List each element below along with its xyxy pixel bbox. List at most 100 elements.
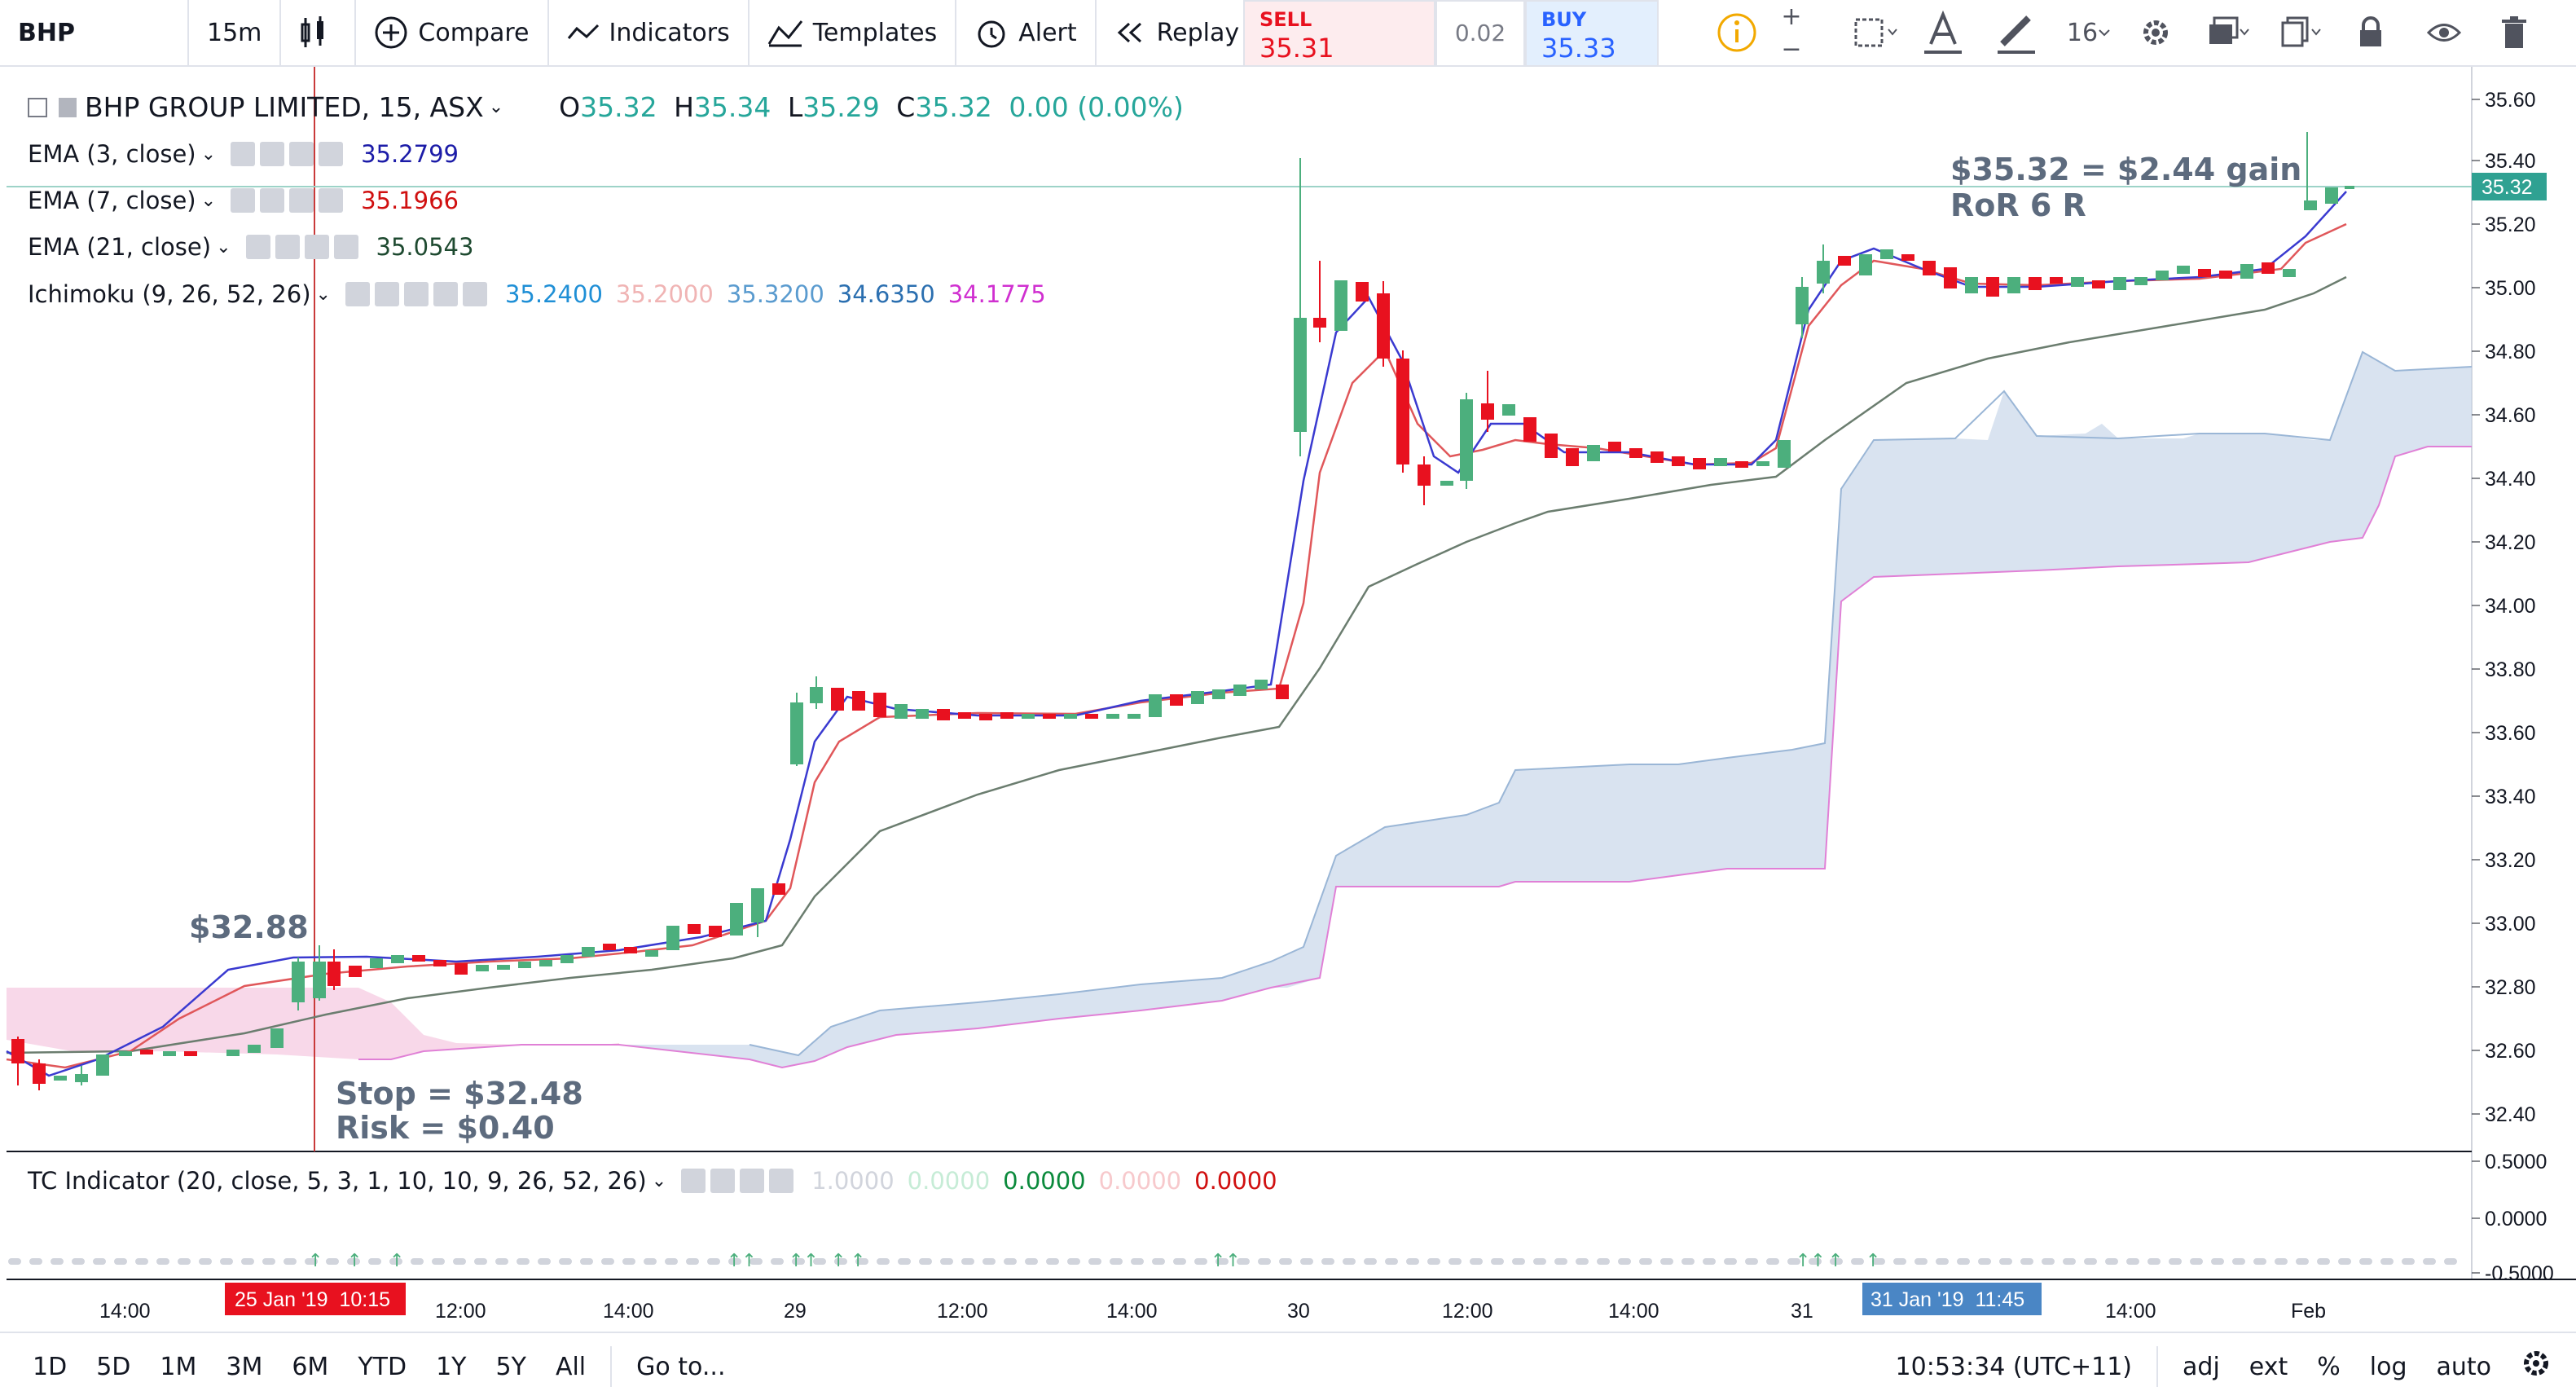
source-code-icon[interactable]	[403, 282, 429, 306]
source-code-icon[interactable]	[740, 1169, 765, 1193]
indicators-button[interactable]: Indicators	[549, 0, 750, 65]
lock-icon[interactable]	[2346, 0, 2395, 65]
interval-selector[interactable]: 15m	[189, 0, 282, 65]
plus-icon[interactable]	[433, 282, 458, 306]
range-1d[interactable]: 1D	[33, 1352, 68, 1381]
pencil-tool-icon[interactable]	[1988, 0, 2045, 65]
range-1m[interactable]: 1M	[160, 1352, 197, 1381]
gear-icon[interactable]	[710, 1169, 736, 1193]
tc-indicator-legend: TC Indicator (20, close, 5, 3, 1, 10, 10…	[28, 1167, 1277, 1195]
ema21-label[interactable]: EMA (21, close)	[28, 233, 212, 261]
ema3-label[interactable]: EMA (3, close)	[28, 140, 196, 168]
entry-price-annotation[interactable]: $32.88	[189, 909, 309, 945]
copy-icon[interactable]	[2273, 0, 2332, 65]
chevron-down-icon[interactable]: ⌄	[315, 284, 331, 305]
chevron-down-icon[interactable]: ⌄	[651, 1170, 667, 1191]
time-axis: 14:00 12:00 14:00 29 12:00 14:00 30 12:0…	[99, 1300, 2326, 1323]
risk-annotation[interactable]: Risk = $0.40	[336, 1110, 555, 1146]
close-icon[interactable]	[333, 235, 358, 259]
candlesticks	[11, 132, 2354, 1090]
range-1y[interactable]: 1Y	[436, 1352, 467, 1381]
drawing-selection-icon[interactable]	[1841, 0, 1910, 65]
chart-type-button[interactable]	[281, 0, 357, 65]
range-3m[interactable]: 3M	[226, 1352, 263, 1381]
adj-toggle[interactable]: adj	[2183, 1352, 2220, 1381]
range-all[interactable]: All	[555, 1352, 587, 1381]
ema7-label[interactable]: EMA (7, close)	[28, 187, 196, 214]
sell-button[interactable]: SELL 35.31	[1243, 0, 1435, 67]
eye-icon[interactable]	[2420, 0, 2468, 65]
plus-icon[interactable]	[289, 142, 314, 166]
range-5y[interactable]: 5Y	[495, 1352, 526, 1381]
signal-arrows: ↑ ↑ ↑ ↑↑ ↑↑ ↑ ↑ ↑↑ ↑↑ ↑ ↑	[308, 1251, 1880, 1271]
auto-toggle[interactable]: auto	[2436, 1352, 2491, 1381]
symbol-title[interactable]: BHP GROUP LIMITED, 15, ASX	[85, 91, 484, 123]
replay-button[interactable]: Replay	[1097, 0, 1257, 65]
collapse-icon[interactable]	[28, 97, 47, 117]
buy-button[interactable]: BUY 35.33	[1525, 0, 1659, 67]
ichimoku-label[interactable]: Ichimoku (9, 26, 52, 26)	[28, 280, 311, 308]
flag-icon[interactable]	[59, 97, 77, 117]
gear-icon[interactable]	[2506, 1348, 2576, 1385]
trash-icon[interactable]	[2490, 0, 2539, 65]
chevron-down-icon[interactable]: ⌄	[216, 236, 231, 258]
plus-icon[interactable]	[289, 188, 314, 213]
price-tick: 35.20	[2485, 214, 2536, 236]
ext-toggle[interactable]: ext	[2249, 1352, 2288, 1381]
svg-text:↑↑: ↑↑	[1796, 1251, 1826, 1271]
gear-icon[interactable]	[275, 235, 300, 259]
templates-button[interactable]: Templates	[750, 0, 957, 65]
stop-annotation[interactable]: Stop = $32.48	[336, 1076, 583, 1112]
close-icon[interactable]	[319, 188, 344, 213]
close-icon[interactable]	[769, 1169, 794, 1193]
chevron-down-icon[interactable]: ⌄	[200, 143, 217, 165]
chevron-down-icon[interactable]: ⌄	[488, 97, 504, 117]
gear-icon[interactable]	[374, 282, 399, 306]
time-tick: 14:00	[1106, 1300, 1158, 1323]
gear-icon[interactable]	[260, 142, 285, 166]
info-icon[interactable]	[1711, 0, 1763, 65]
open-label: O	[559, 91, 581, 123]
zoom-out-button[interactable]: −	[1781, 34, 1802, 64]
ema7-legend: EMA (7, close) ⌄ 35.1966	[28, 187, 459, 214]
plus-icon[interactable]	[304, 235, 329, 259]
gain-annotation[interactable]: $35.32 = $2.44 gain	[1950, 152, 2302, 187]
text-tool-icon[interactable]	[1914, 0, 1972, 65]
low-value: 35.29	[802, 91, 880, 123]
gear-icon[interactable]	[2131, 0, 2180, 65]
templates-label: Templates	[812, 18, 938, 47]
alert-button[interactable]: Alert	[956, 0, 1097, 65]
eye-icon[interactable]	[231, 188, 256, 213]
range-ytd[interactable]: YTD	[358, 1352, 407, 1381]
eye-icon[interactable]	[345, 282, 370, 306]
ichimoku-span-a-value: 34.6350	[837, 280, 935, 308]
font-size-selector[interactable]: 16	[2059, 0, 2118, 65]
range-5d[interactable]: 5D	[96, 1352, 131, 1381]
goto-button[interactable]: Go to...	[636, 1352, 726, 1381]
price-chart[interactable]: 35.60 35.40 35.20 35.00 34.80 34.60 34.4…	[0, 67, 2576, 1332]
buy-label: BUY	[1541, 8, 1587, 31]
zoom-in-button[interactable]: +	[1781, 2, 1802, 31]
clock-display[interactable]: 10:53:34 (UTC+11)	[1895, 1352, 2133, 1381]
gear-icon[interactable]	[260, 188, 285, 213]
close-value: 35.32	[915, 91, 992, 123]
buy-price: 35.33	[1541, 33, 1616, 64]
interval-label: 15m	[207, 18, 262, 47]
high-label: H	[674, 91, 694, 123]
tc-indicator-label[interactable]: TC Indicator (20, close, 5, 3, 1, 10, 10…	[28, 1167, 647, 1195]
log-toggle[interactable]: log	[2369, 1352, 2407, 1381]
layers-icon[interactable]	[2200, 0, 2258, 65]
chevron-down-icon[interactable]: ⌄	[200, 190, 217, 211]
eye-icon[interactable]	[681, 1169, 706, 1193]
symbol-search[interactable]: BHP	[0, 0, 189, 65]
time-tick: 12:00	[435, 1300, 486, 1323]
eye-icon[interactable]	[245, 235, 270, 259]
close-icon[interactable]	[462, 282, 487, 306]
bottom-toolbar: 1D 5D 1M 3M 6M YTD 1Y 5Y All Go to... 10…	[0, 1332, 2576, 1400]
percent-toggle[interactable]: %	[2317, 1352, 2341, 1381]
eye-icon[interactable]	[231, 142, 256, 166]
ror-annotation[interactable]: RoR 6 R	[1950, 187, 2086, 223]
close-icon[interactable]	[319, 142, 344, 166]
range-6m[interactable]: 6M	[292, 1352, 329, 1381]
compare-button[interactable]: Compare	[356, 0, 549, 65]
